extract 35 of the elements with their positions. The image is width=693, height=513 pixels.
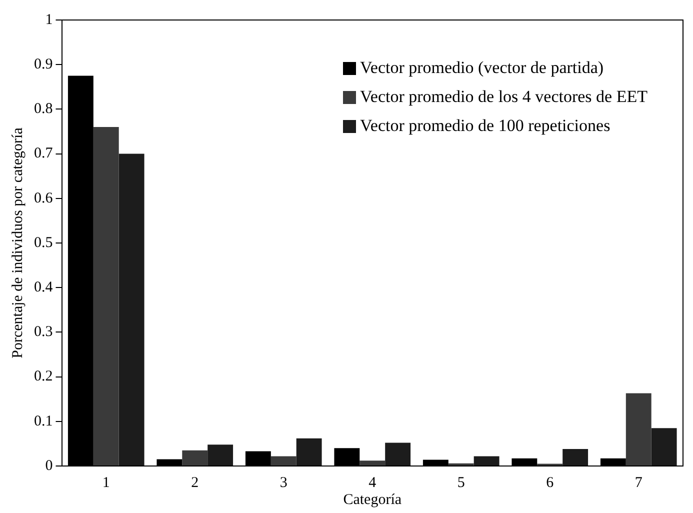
y-tick-label: 1 <box>45 12 53 28</box>
y-tick-label: 0.3 <box>34 324 53 340</box>
y-axis-title: Porcentaje de individuos por categoría <box>10 127 26 358</box>
y-tick-label: 0.2 <box>34 368 53 385</box>
x-tick-label: 1 <box>102 474 110 491</box>
y-tick-label: 0.1 <box>34 413 53 430</box>
bar <box>651 428 677 466</box>
y-tick-label: 0.7 <box>34 146 54 162</box>
bar <box>385 442 411 466</box>
legend-label: Vector promedio (vector de partida) <box>360 58 604 78</box>
x-tick-label: 7 <box>634 474 643 491</box>
bar <box>208 444 234 466</box>
x-tick-label: 6 <box>546 474 554 491</box>
bar <box>562 449 588 466</box>
y-tick-label: 0.9 <box>34 56 53 73</box>
x-tick-label: 3 <box>280 474 288 491</box>
bar <box>118 154 144 466</box>
bar <box>182 450 208 466</box>
y-tick-label: 0 <box>45 458 53 474</box>
legend-label: Vector promedio de los 4 vectores de EET <box>360 87 648 107</box>
bar <box>474 456 500 466</box>
bar <box>296 438 322 466</box>
legend-label: Vector promedio de 100 repeticiones <box>360 116 610 136</box>
y-tick-label: 0.8 <box>34 101 53 118</box>
bar <box>626 393 652 466</box>
x-tick-label: 2 <box>191 474 199 491</box>
y-tick-label: 0.5 <box>34 234 53 251</box>
bar <box>270 456 296 466</box>
y-tick-label: 0.6 <box>34 190 54 206</box>
x-tick-label: 5 <box>457 474 465 491</box>
y-tick-label: 0.4 <box>34 280 54 296</box>
bar <box>93 127 119 466</box>
bar <box>360 460 386 466</box>
x-tick-label: 4 <box>368 474 377 491</box>
x-axis-title: Categoría <box>343 492 402 508</box>
